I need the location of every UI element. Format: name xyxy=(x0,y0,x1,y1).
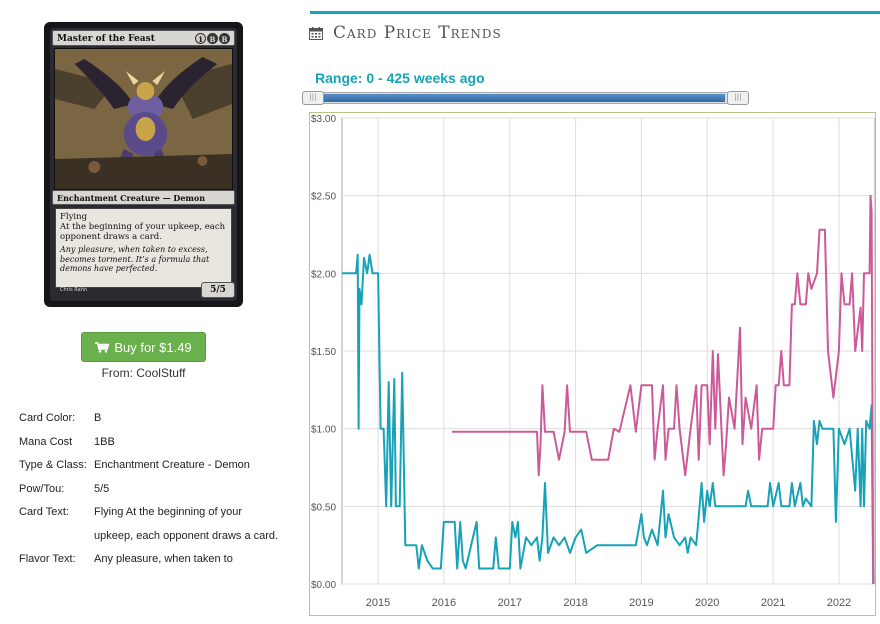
y-tick-label: $1.50 xyxy=(311,347,336,358)
range-slider-handle-min[interactable]: ||| xyxy=(302,91,324,105)
card-artist: Chris Rahn xyxy=(60,287,88,293)
demon-artwork-icon xyxy=(55,49,232,189)
detail-value: Enchantment Creature - Demon xyxy=(94,459,250,471)
detail-row-color: Card Color: B xyxy=(19,407,279,431)
x-tick-label: 2021 xyxy=(761,597,785,609)
card-text-box: Flying At the beginning of your upkeep, … xyxy=(55,208,232,288)
section-top-rule xyxy=(310,11,880,14)
detail-label: Mana Cost xyxy=(19,435,73,448)
x-tick-label: 2020 xyxy=(695,597,719,609)
detail-row-flavor-text: Flavor Text: Any pleasure, when taken to xyxy=(19,548,279,572)
price-series-line-1 xyxy=(342,253,875,585)
x-tick-label: 2015 xyxy=(366,597,390,609)
shopping-cart-icon xyxy=(95,341,110,353)
card-type-line: Enchantment Creature — Demon xyxy=(52,190,235,205)
seller-source: From: CoolStuff xyxy=(101,366,186,380)
detail-row-card-text: Card Text: Flying At the beginning of yo… xyxy=(19,501,279,548)
card-flavor-text: Any pleasure, when taken to excess, beco… xyxy=(60,245,210,273)
detail-value: 5/5 xyxy=(94,482,110,495)
x-tick-label: 2016 xyxy=(432,597,456,609)
y-tick-label: $2.50 xyxy=(311,192,336,203)
card-art xyxy=(54,48,233,190)
detail-row-type: Type & Class: Enchantment Creature - Dem… xyxy=(19,454,279,478)
detail-label: Card Text: xyxy=(19,506,69,518)
detail-label: Pow/Tou: xyxy=(19,482,65,495)
card-rules-text: At the beginning of your upkeep, each op… xyxy=(60,222,226,242)
y-tick-label: $3.00 xyxy=(311,114,336,125)
range-label: Range: 0 - 425 weeks ago xyxy=(315,70,485,86)
y-tick-label: $0.50 xyxy=(311,502,336,513)
card-power-toughness: 5/5 xyxy=(201,282,235,298)
detail-label: Type & Class: xyxy=(19,459,87,471)
detail-label: Card Color: xyxy=(19,412,76,424)
detail-row-mana-cost: Mana Cost 1BB xyxy=(19,431,279,455)
x-tick-label: 2019 xyxy=(629,597,653,609)
mana-generic-icon: 1 xyxy=(195,33,206,44)
card-frame: Master of the Feast 1 B B xyxy=(50,28,237,301)
mana-black-icon: B xyxy=(207,33,218,44)
section-title: Card Price Trends xyxy=(333,23,502,43)
card-image: Master of the Feast 1 B B xyxy=(44,22,243,307)
mana-black-icon: B xyxy=(219,33,230,44)
y-tick-label: $2.00 xyxy=(311,269,336,280)
x-tick-label: 2017 xyxy=(498,597,522,609)
y-tick-label: $0.00 xyxy=(311,580,336,591)
card-name-bar: Master of the Feast 1 B B xyxy=(52,30,235,46)
detail-value: B xyxy=(94,412,102,424)
x-tick-label: 2018 xyxy=(563,597,587,609)
detail-value: Any pleasure, when taken to xyxy=(94,553,233,565)
price-chart: $0.00 $0.50 $1.00 $1.50 $2.00 $2.50 $3.00 2015 2… xyxy=(309,112,876,620)
detail-value: Flying At the beginning of your upkeep, … xyxy=(94,506,279,542)
price-series-line-2 xyxy=(452,194,875,585)
calendar-icon xyxy=(309,26,323,40)
detail-label: Flavor Text: xyxy=(19,553,76,565)
card-name: Master of the Feast xyxy=(57,34,155,44)
buy-button-label: Buy for $1.49 xyxy=(114,339,192,355)
detail-row-pow-tou: Pow/Tou: 5/5 xyxy=(19,478,279,502)
detail-value: 1BB xyxy=(94,435,115,448)
section-header: Card Price Trends xyxy=(309,23,502,43)
card-rules-keyword: Flying xyxy=(60,212,88,222)
card-details: Card Color: B Mana Cost 1BB Type & Class… xyxy=(19,407,279,572)
buy-button[interactable]: Buy for $1.49 xyxy=(81,332,206,362)
range-slider-fill xyxy=(316,94,725,102)
y-tick-label: $1.00 xyxy=(311,425,336,436)
x-tick-label: 2022 xyxy=(827,597,851,609)
range-slider-handle-max[interactable]: ||| xyxy=(727,91,749,105)
price-chart-svg: $0.00 $0.50 $1.00 $1.50 $2.00 $2.50 $3.00 2015 2… xyxy=(309,112,876,616)
card-mana-cost: 1 B B xyxy=(195,33,230,44)
range-slider[interactable]: ||| ||| xyxy=(302,91,749,105)
